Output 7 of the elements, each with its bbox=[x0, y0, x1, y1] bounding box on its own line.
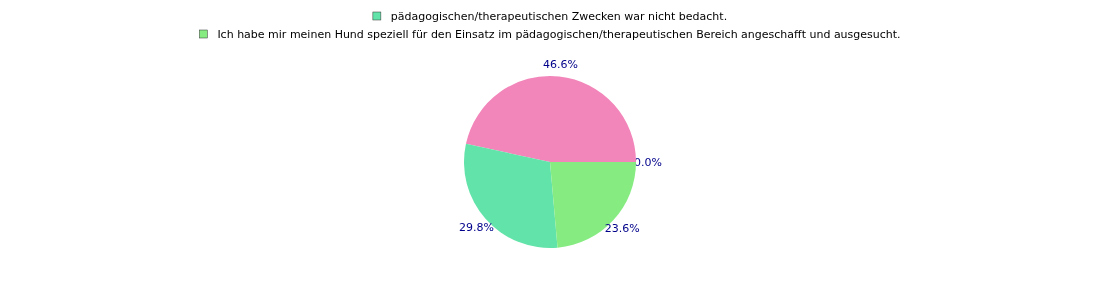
data-label: 23.6% bbox=[604, 222, 640, 236]
data-label: 29.8% bbox=[458, 220, 494, 234]
legend-label: Ich habe mir meinen Hund speziell für den Einsatz im pädagogischen/therapeutischen Bereich angeschafft und ausgesucht. bbox=[217, 27, 901, 41]
legend-label: pädagogischen/therapeutischen Zwecken war nicht bedacht. bbox=[390, 9, 728, 23]
text: 0.0% bbox=[634, 155, 663, 169]
data-label: 46.6% bbox=[542, 58, 578, 72]
pie-slice bbox=[465, 76, 636, 162]
